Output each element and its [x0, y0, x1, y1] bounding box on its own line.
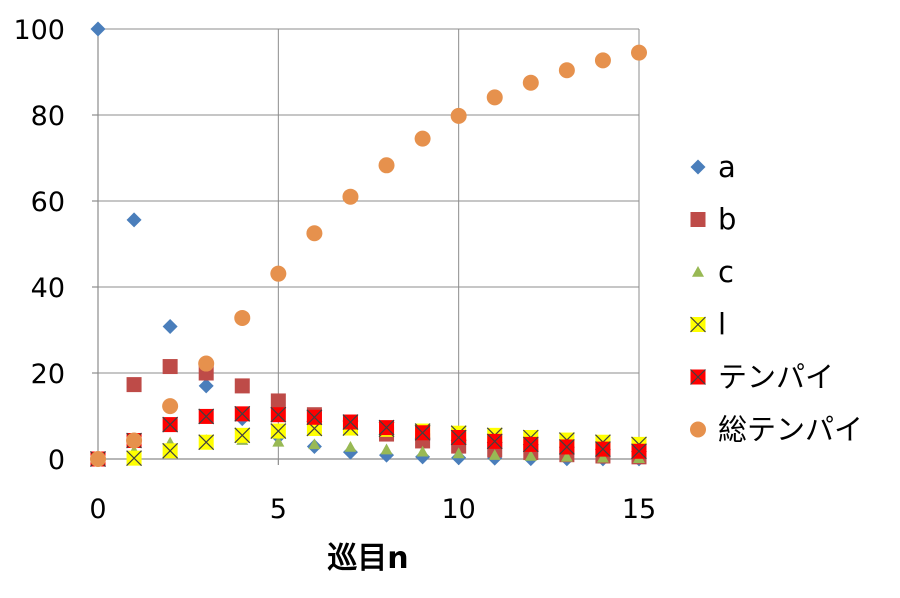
- data-point: [198, 408, 215, 425]
- y-tick-label: 80: [31, 101, 65, 132]
- data-point: [234, 405, 251, 422]
- data-point: [522, 74, 539, 91]
- data-point: [344, 440, 357, 452]
- legend-marker: [690, 369, 706, 385]
- data-point: [198, 378, 214, 394]
- data-point: [90, 451, 106, 467]
- x-tick-label: 5: [270, 494, 287, 525]
- x-axis-label: 巡目n: [327, 541, 408, 576]
- data-point: [234, 378, 250, 394]
- legend-label: 総テンパイ: [718, 413, 863, 447]
- data-point: [486, 433, 503, 450]
- data-point: [522, 436, 539, 453]
- data-point: [162, 416, 179, 433]
- data-point: [488, 449, 501, 460]
- legend-marker: [690, 212, 706, 227]
- data-point: [126, 377, 142, 393]
- data-point: [162, 442, 179, 459]
- data-point: [414, 130, 431, 147]
- y-tick-label: 20: [31, 359, 65, 390]
- data-point: [162, 319, 178, 335]
- data-point: [162, 359, 178, 375]
- legend-marker: [692, 266, 704, 277]
- y-tick-label: 100: [13, 15, 65, 46]
- legend-label: l: [718, 308, 726, 342]
- data-point: [306, 409, 323, 426]
- legend-label: c: [718, 255, 734, 289]
- data-point: [306, 225, 323, 242]
- data-point: [270, 423, 287, 439]
- data-point: [558, 62, 575, 79]
- data-point: [414, 424, 431, 441]
- data-point: [631, 44, 647, 61]
- data-point: [595, 441, 611, 458]
- legend-label: a: [718, 150, 736, 184]
- data-point: [450, 107, 467, 124]
- grid: [98, 28, 640, 459]
- data-point: [342, 414, 359, 430]
- data-point: [272, 435, 285, 447]
- x-tick-label: 15: [622, 494, 656, 525]
- data-point: [378, 157, 395, 174]
- data-point: [198, 355, 215, 372]
- data-point: [452, 447, 465, 459]
- axes: [92, 28, 640, 465]
- data-point: [126, 450, 142, 467]
- data-point: [558, 439, 575, 455]
- data-point: [450, 429, 467, 446]
- data-point: [90, 21, 106, 37]
- data-point: [594, 52, 611, 69]
- x-tick-label: 0: [89, 494, 106, 525]
- data-points: [90, 21, 647, 467]
- series-6: [90, 44, 647, 467]
- legend-marker: [690, 159, 706, 175]
- legend-marker: [690, 421, 706, 438]
- y-tick-label: 0: [48, 445, 65, 476]
- data-point: [378, 419, 395, 436]
- data-point: [270, 265, 287, 282]
- x-tick-labels: 0 5 10 15: [89, 494, 656, 525]
- data-point: [270, 393, 286, 409]
- data-point: [234, 309, 251, 326]
- legend-label: テンパイ: [718, 360, 834, 394]
- data-point: [308, 438, 321, 450]
- data-point: [162, 398, 179, 415]
- data-point: [631, 443, 647, 460]
- y-tick-label: 40: [31, 273, 65, 304]
- data-point: [342, 188, 359, 205]
- data-point: [198, 434, 215, 451]
- y-tick-label: 60: [31, 187, 65, 218]
- data-point: [126, 212, 142, 228]
- y-tick-labels: 0 20 40 60 80 100: [13, 15, 65, 476]
- data-point: [560, 450, 573, 462]
- data-point: [596, 451, 609, 463]
- data-point: [270, 406, 287, 423]
- data-point: [416, 445, 429, 457]
- data-point: [234, 427, 251, 444]
- data-point: [486, 89, 503, 106]
- data-point: [380, 443, 393, 455]
- x-tick-label: 10: [441, 494, 475, 525]
- data-point: [524, 449, 537, 461]
- legend-label: b: [718, 203, 736, 237]
- data-point: [126, 432, 143, 449]
- legend-marker: [690, 316, 706, 333]
